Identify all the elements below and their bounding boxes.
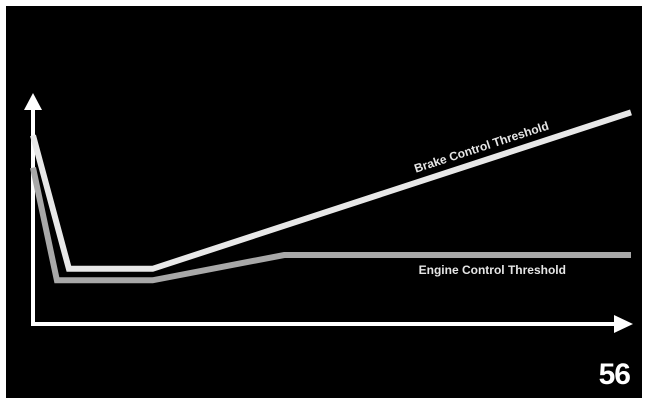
chart-background (6, 6, 642, 398)
y-axis-arrowhead (24, 93, 42, 110)
page-number: 56 (598, 358, 631, 391)
brake-control-threshold-line (30, 109, 632, 272)
chart-frame: Brake Control Threshold Engine Control Th… (6, 6, 642, 398)
engine-control-threshold-line (30, 166, 631, 284)
engine-control-threshold-label: Engine Control Threshold (419, 263, 566, 277)
x-axis-arrowhead (614, 315, 633, 333)
